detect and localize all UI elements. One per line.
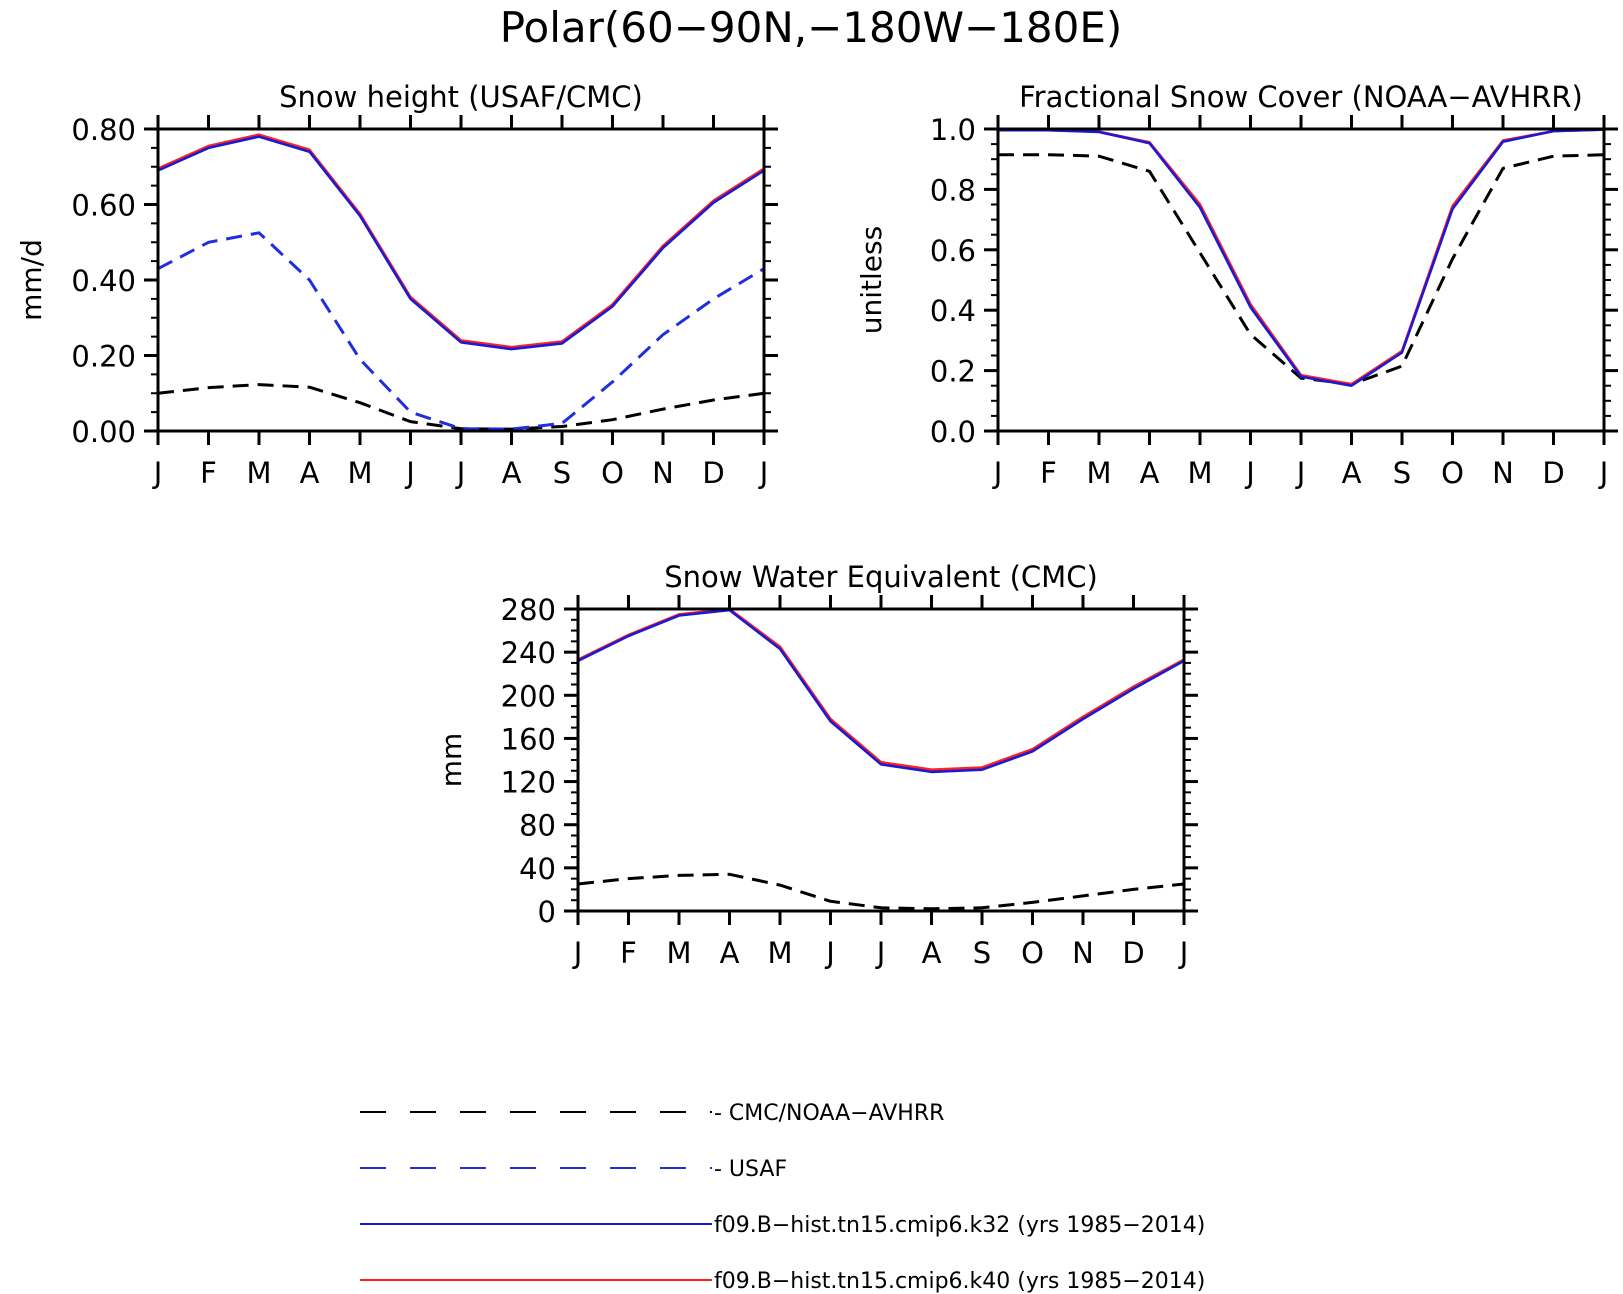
y-tick-label: 280: [501, 593, 556, 627]
x-tick-label: M: [666, 936, 691, 970]
x-tick-label: M: [767, 936, 792, 970]
x-tick-label: J: [572, 936, 583, 970]
x-tick-label: J: [824, 936, 835, 970]
series-line-1: [998, 153, 1605, 386]
plot-frame: [576, 607, 1186, 913]
legend-item: - CMC/NOAA−AVHRR: [360, 1101, 944, 1126]
x-tick-label: J: [1244, 456, 1255, 490]
x-tick-label: S: [553, 456, 571, 490]
x-tick-label: J: [1178, 936, 1189, 970]
series-line-3: [998, 128, 1605, 388]
x-tick-label: F: [620, 936, 637, 970]
y-tick-label: 0.2: [930, 355, 976, 389]
series-line-2: [577, 607, 1185, 772]
legend-label: f09.B−hist.tn15.cmip6.k40 (yrs 1985−2014…: [714, 1269, 1205, 1294]
x-tick-label: D: [1122, 936, 1144, 970]
series-line-3: [577, 608, 1185, 774]
x-tick-label: F: [1040, 456, 1057, 490]
legend-label: - USAF: [714, 1157, 787, 1182]
x-tick-label: A: [720, 936, 740, 970]
x-tick-label: J: [992, 456, 1003, 490]
x-tick-label: O: [601, 456, 624, 490]
legend-item: f09.B−hist.tn15.cmip6.k40 (yrs 1985−2014…: [360, 1269, 1205, 1294]
x-tick-label: J: [1598, 456, 1609, 490]
x-tick-label: S: [1393, 456, 1411, 490]
y-tick-label: 0.80: [71, 113, 136, 147]
x-tick-label: M: [246, 456, 271, 490]
x-tick-label: A: [922, 936, 942, 970]
x-tick-label: A: [1342, 456, 1362, 490]
y-axis-label: unitless: [855, 226, 888, 334]
legend-label: - CMC/NOAA−AVHRR: [714, 1101, 944, 1126]
chart-panel-3: Snow Water Equivalent (CMC)mmJ F M A M J J A S O N…: [435, 560, 1198, 970]
x-tick-label: D: [702, 456, 724, 490]
x-tick-label: N: [1072, 936, 1094, 970]
series-line-4: [157, 135, 765, 351]
y-tick-label: 0.40: [71, 264, 136, 298]
x-tick-label: S: [973, 936, 991, 970]
y-tick-label: 0: [538, 895, 556, 929]
series-line-2: [998, 128, 1605, 386]
panel-title: Snow Water Equivalent (CMC): [664, 560, 1098, 594]
x-tick-label: D: [1542, 456, 1564, 490]
chart-panel-2: Fractional Snow Cover (NOAA−AVHRR) unitle…: [855, 80, 1618, 490]
x-tick-label: M: [347, 456, 372, 490]
y-axis-label: mm: [435, 733, 468, 788]
y-tick-label: 0.0: [930, 415, 976, 449]
figure-title: Polar(60−90N,−180W−180E): [500, 3, 1123, 52]
x-tick-label: O: [1021, 936, 1044, 970]
x-tick-label: J: [455, 456, 466, 490]
x-tick-label: A: [300, 456, 320, 490]
legend-item: - USAF: [360, 1157, 787, 1182]
y-tick-label: 0.00: [71, 415, 136, 449]
legend-label: f09.B−hist.tn15.cmip6.k32 (yrs 1985−2014…: [714, 1213, 1205, 1238]
x-tick-label: O: [1441, 456, 1464, 490]
panel-title: Fractional Snow Cover (NOAA−AVHRR): [1019, 80, 1583, 114]
y-tick-label: 0.20: [71, 340, 136, 374]
y-tick-label: 0.4: [930, 294, 976, 328]
x-tick-label: N: [1492, 456, 1514, 490]
series-line-1: [577, 872, 1185, 911]
y-tick-label: 80: [519, 809, 556, 843]
series-line-2: [157, 231, 765, 431]
legend-item: f09.B−hist.tn15.cmip6.k32 (yrs 1985−2014…: [360, 1213, 1205, 1238]
legend: - CMC/NOAA−AVHRR - USAF f09.B−hist.tn15.cm…: [360, 1101, 1205, 1294]
plot-frame: [996, 127, 1606, 433]
y-axis-label: mm/d: [15, 239, 48, 321]
x-tick-label: J: [1295, 456, 1306, 490]
x-tick-label: M: [1086, 456, 1111, 490]
x-tick-label: F: [200, 456, 217, 490]
y-tick-label: 160: [501, 722, 556, 756]
x-tick-label: J: [758, 456, 769, 490]
y-tick-label: 120: [501, 766, 556, 800]
y-tick-label: 1.0: [930, 113, 976, 147]
y-tick-label: 0.8: [930, 173, 976, 207]
x-tick-label: M: [1187, 456, 1212, 490]
x-tick-label: J: [875, 936, 886, 970]
plot-frame: [156, 127, 766, 433]
x-tick-label: A: [1140, 456, 1160, 490]
series-line-3: [157, 133, 765, 349]
y-tick-label: 240: [501, 636, 556, 670]
y-tick-label: 0.6: [930, 234, 976, 268]
chart-panels: Snow height (USAF/CMC)mm/dJ F M A M J J A S O N D J0…: [15, 80, 1618, 970]
chart-panel-1: Snow height (USAF/CMC)mm/dJ F M A M J J A S O N D J0…: [15, 80, 778, 490]
x-tick-label: J: [404, 456, 415, 490]
x-tick-label: J: [152, 456, 163, 490]
y-tick-label: 0.60: [71, 189, 136, 223]
y-tick-label: 40: [519, 852, 556, 886]
series-line-1: [157, 383, 765, 431]
x-tick-label: N: [652, 456, 674, 490]
panel-title: Snow height (USAF/CMC): [279, 80, 643, 114]
y-tick-label: 200: [501, 679, 556, 713]
x-tick-label: A: [502, 456, 522, 490]
